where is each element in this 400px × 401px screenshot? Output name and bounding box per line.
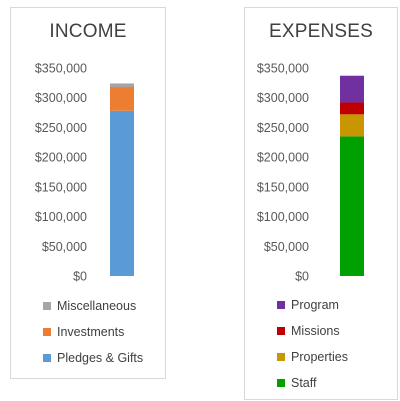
y-tick-label: $200,000 [257,151,309,165]
legend-swatch [43,328,51,336]
bar-segment-miscellaneous [110,83,134,88]
bar-segment-missions [340,102,364,115]
bar-segment-pledges-gifts [110,110,134,276]
y-tick-label: $100,000 [257,210,309,224]
legend-swatch [277,353,285,361]
bar-segment-staff [340,136,364,276]
legend-swatch [43,354,51,362]
y-tick-label: $350,000 [35,62,87,76]
chart-title: EXPENSES [268,21,374,42]
y-tick-label: $150,000 [35,180,87,194]
legend-item: Investments [43,324,124,340]
legend-label: Program [291,298,339,312]
y-tick-label: $0 [73,270,87,284]
legend-label: Properties [291,350,348,364]
y-tick-label: $200,000 [35,151,87,165]
legend-label: Missions [291,324,340,338]
legend-item: Miscellaneous [43,298,136,314]
y-tick-label: $350,000 [257,62,309,76]
bar-segment-program [340,75,364,103]
y-tick-label: $250,000 [35,121,87,135]
legend-label: Pledges & Gifts [57,351,144,365]
chart-title: INCOME [49,21,127,42]
y-tick-label: $50,000 [42,240,87,254]
y-tick-label: $250,000 [257,121,309,135]
legend-label: Investments [57,325,125,339]
bar-segment-properties [340,114,364,137]
legend-label: Miscellaneous [57,299,137,313]
legend-item: Pledges & Gifts [43,350,143,366]
legend-swatch [277,327,285,335]
bar-segment-investments [110,87,134,111]
income-chart-panel: INCOME $0 $50,000 $100,000 $150,000 $200,000… [10,7,166,379]
legend-item: Staff [277,375,316,391]
y-tick-label: $0 [295,270,309,284]
y-tick-label: $300,000 [35,91,87,105]
legend-item: Properties [277,349,348,365]
legend-item: Program [277,297,339,313]
y-tick-label: $50,000 [264,240,309,254]
legend-swatch [277,301,285,309]
income-chart-plot: $0 $50,000 $100,000 $150,000 $200,000 $250,00… [35,62,134,284]
y-tick-label: $150,000 [257,180,309,194]
legend-item: Missions [277,323,340,339]
expenses-chart-plot: $0 $50,000 $100,000 $150,000 $200,000 $250,00… [257,62,364,284]
legend-label: Staff [291,376,317,390]
expenses-chart-panel: EXPENSES $0 $50,000 $100,000 $150,000 $200,0… [244,7,398,400]
legend-swatch [43,302,51,310]
y-tick-label: $300,000 [257,91,309,105]
y-tick-label: $100,000 [35,210,87,224]
legend-swatch [277,379,285,387]
